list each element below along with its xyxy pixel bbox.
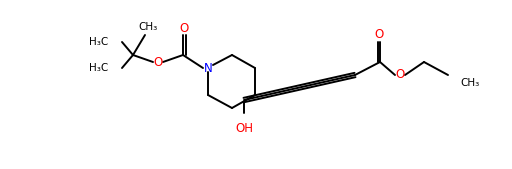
Text: O: O <box>154 55 163 68</box>
Text: OH: OH <box>235 122 253 135</box>
Text: O: O <box>179 21 188 34</box>
Text: CH₃: CH₃ <box>138 22 158 32</box>
Text: CH₃: CH₃ <box>460 78 479 88</box>
Text: O: O <box>395 68 404 81</box>
Text: H₃C: H₃C <box>89 37 108 47</box>
Text: H₃C: H₃C <box>89 63 108 73</box>
Text: N: N <box>204 62 212 75</box>
Text: O: O <box>374 29 383 42</box>
